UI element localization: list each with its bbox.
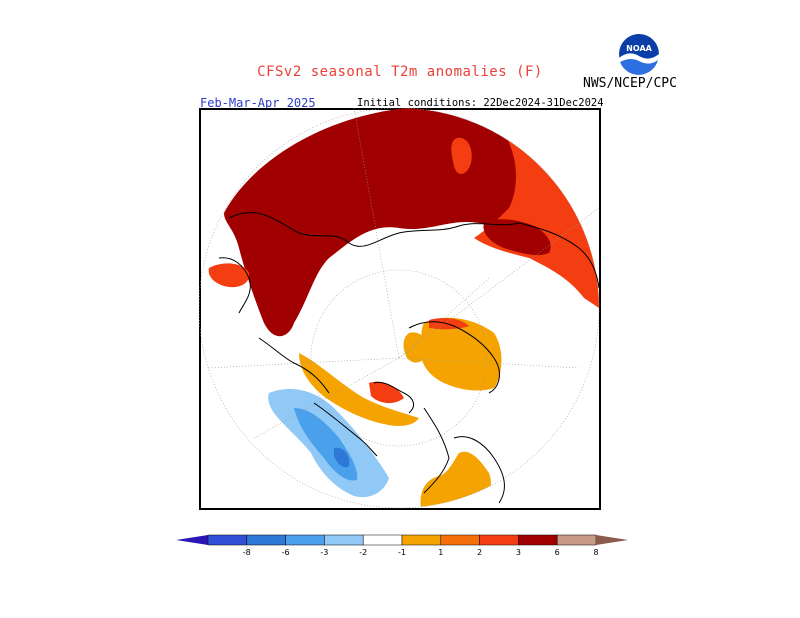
colorbar-arrow-right — [596, 535, 628, 545]
colorbar: -8 -6 -3 -2 -1 1 2 3 6 8 — [176, 534, 628, 557]
region-east-asia-warm — [474, 133, 599, 308]
colorbar-tick-label: 1 — [438, 548, 443, 557]
noaa-logo-icon: NOAA — [619, 34, 659, 76]
colorbar-tick-label: -3 — [320, 548, 328, 557]
colorbar-bin — [440, 534, 480, 546]
region-canada-warm — [403, 332, 428, 363]
region-east-asia-core — [483, 219, 551, 256]
region-north-america-warm — [420, 317, 502, 391]
coastlines — [218, 212, 600, 504]
anomaly-map — [199, 108, 601, 510]
colorbar-bin — [556, 534, 597, 546]
chart-title: CFSv2 seasonal T2m anomalies (F) — [257, 64, 543, 80]
colorbar-tick-label: -2 — [359, 548, 367, 557]
colorbar-bin — [324, 534, 364, 546]
region-arctic-hot — [369, 381, 404, 404]
colorbar-bin — [479, 534, 519, 546]
forecast-period: Feb-Mar-Apr 2025 — [200, 96, 316, 110]
colorbar-bin — [401, 534, 442, 546]
colorbar-tick-label: -8 — [243, 548, 251, 557]
colorbar-tick-label: 6 — [555, 548, 560, 557]
colorbar-tick-label: 2 — [477, 548, 482, 557]
colorbar-bin — [207, 534, 248, 546]
region-pacific-coldcore — [334, 447, 350, 468]
region-asia-spot — [451, 137, 472, 174]
noaa-logo-text: NOAA — [626, 44, 652, 53]
colorbar-bin — [362, 534, 403, 546]
colorbar-arrow-left — [176, 535, 208, 545]
colorbar-tick-label: 3 — [516, 548, 521, 557]
agency-label: NWS/NCEP/CPC — [583, 76, 677, 91]
colorbar-bin — [518, 534, 558, 546]
colorbar-bin — [246, 534, 286, 546]
region-eurasia-warm — [224, 108, 529, 337]
colorbar-tick-label: 8 — [593, 548, 598, 557]
region-europe-warm — [208, 263, 250, 288]
colorbar-bin — [285, 534, 325, 546]
map-graticule — [199, 108, 600, 509]
initial-conditions: Initial conditions: 22Dec2024-31Dec2024 — [357, 97, 604, 109]
region-alaska-warm — [429, 318, 469, 330]
colorbar-tick-label: -6 — [282, 548, 290, 557]
colorbar-tick-label: -1 — [398, 548, 406, 557]
